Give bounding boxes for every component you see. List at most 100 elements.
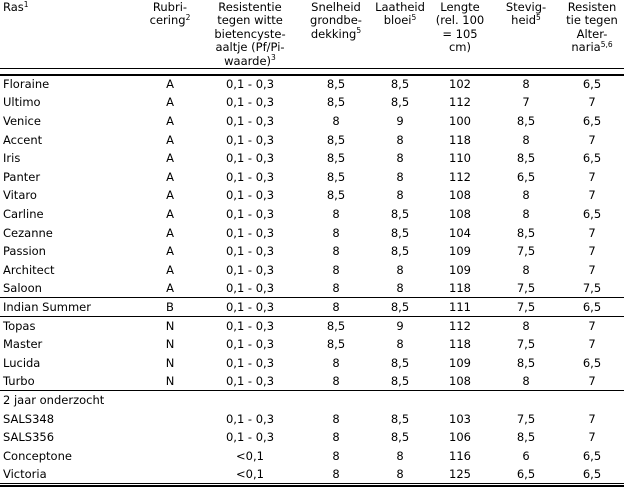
cell-stevigheid: 7,5 — [516, 244, 536, 259]
cell-stevigheid: 8,5 — [516, 114, 536, 129]
cell-stevigheid: 8 — [522, 188, 530, 203]
cell-stevigheid: 8,5 — [516, 225, 536, 240]
cell-snelheid-grondbedekking: 8 — [300, 372, 372, 392]
cell-laatheid-bloei: 8 — [396, 262, 404, 277]
cell-snelheid-grondbedekking: 8 — [332, 262, 340, 277]
footnote-ref-resistentie-witte-bietencysteaaltje: 3 — [271, 53, 276, 63]
cell-resistentie-witte-bietencysteaaltje: 0,1 - 0,3 — [225, 411, 275, 426]
cell-ras: Saloon — [0, 279, 140, 299]
cell-resistentie-witte-bietencysteaaltje: 0,1 - 0,3 — [225, 244, 275, 259]
column-header-snelheid-grondbedekking: Snelheid grondbe-dekking5 — [310, 0, 362, 41]
cell-snelheid-grondbedekking: 8 — [332, 355, 340, 370]
column-header-lengte: Lengte (rel. 100 = 105 cm) — [435, 0, 485, 55]
cell-snelheid-grondbedekking: 8,5 — [326, 318, 346, 333]
table-body: Floraine A 0,1 - 0,3 8,5 8,5 102 8 6,5 Ultimo A 0,… — [0, 68, 624, 487]
footnote-ref-ras: 1 — [23, 0, 29, 9]
cell-resistentie-alternaria: 7 — [560, 372, 624, 392]
cell-snelheid-grondbedekking: 8 — [332, 448, 340, 463]
cell-ras: SALS356 — [3, 430, 55, 445]
cell-ras: Panter — [3, 169, 41, 184]
cell-snelheid-grondbedekking: 8,5 — [326, 188, 346, 203]
cell-resistentie-alternaria: 6,5 — [582, 448, 602, 463]
cell-rubricering — [140, 428, 200, 447]
cell-snelheid-grondbedekking: 8,5 — [326, 337, 346, 352]
cell-ras: Master — [3, 337, 43, 352]
cell-rubricering: A — [166, 151, 174, 166]
column-header-rubricering: Rubri-cering2 — [149, 0, 191, 28]
cell-resistentie-alternaria: 7 — [588, 337, 596, 352]
cell-laatheid-bloei: 9 — [396, 114, 404, 129]
cell-lengte: 100 — [449, 114, 471, 129]
cell-ras: Conceptone — [3, 448, 72, 463]
cell-laatheid-bloei: 8,5 — [372, 372, 428, 392]
table-row-conceptone: Conceptone <0,1 8 8 116 6 6,5 — [0, 446, 624, 465]
cell-snelheid-grondbedekking: 8,5 — [326, 132, 346, 147]
table-row-sals356: SALS356 0,1 - 0,3 8 8,5 106 8,5 7 — [0, 428, 624, 447]
cell-resistentie-witte-bietencysteaaltje: <0,1 — [236, 448, 264, 463]
cell-ras: Venice — [3, 114, 41, 129]
table-row-floraine: Floraine A 0,1 - 0,3 8,5 8,5 102 8 6,5 — [0, 75, 624, 94]
cell-lengte: 125 — [449, 467, 471, 482]
cell-resistentie-witte-bietencysteaaltje: 0,1 - 0,3 — [200, 297, 300, 317]
cell-resistentie-witte-bietencysteaaltje: 0,1 - 0,3 — [200, 279, 300, 299]
cell-laatheid-bloei: 8 — [396, 467, 404, 482]
cell-rubricering: A — [166, 77, 174, 92]
cell-laatheid-bloei: 8 — [396, 188, 404, 203]
cell-lengte: 104 — [449, 225, 471, 240]
table-row-master: Master N 0,1 - 0,3 8,5 8 118 7,5 7 — [0, 335, 624, 354]
cell-lengte: 108 — [428, 372, 492, 392]
cell-rubricering: A — [140, 279, 200, 299]
cell-resistentie-witte-bietencysteaaltje: 0,1 - 0,3 — [225, 262, 275, 277]
cell-resistentie-witte-bietencysteaaltje: 0,1 - 0,3 — [225, 169, 275, 184]
table-row-topas: Topas N 0,1 - 0,3 8,5 9 112 8 7 — [0, 316, 624, 335]
cell-ras: Topas — [3, 318, 36, 333]
cell-resistentie-alternaria: 7 — [588, 318, 596, 333]
column-header-stevigheid: Stevig-heid5 — [505, 0, 547, 28]
table-row-lucida: Lucida N 0,1 - 0,3 8 8,5 109 8,5 6,5 — [0, 353, 624, 372]
cell-stevigheid: 7,5 — [516, 337, 536, 352]
cell-lengte: 111 — [428, 297, 492, 317]
cell-laatheid-bloei: 8 — [396, 169, 404, 184]
cell-ras: Passion — [3, 244, 46, 259]
column-header-resistentie-alternaria: Resisten tie tegen Alter-naria5,6 — [566, 0, 618, 55]
cell-rubricering: A — [166, 169, 174, 184]
cell-resistentie-alternaria: 6,5 — [582, 206, 602, 221]
cell-stevigheid: 8,5 — [516, 355, 536, 370]
cell-resistentie-witte-bietencysteaaltje: 0,1 - 0,3 — [225, 114, 275, 129]
cell-stevigheid: 7,5 — [492, 279, 560, 299]
cell-rubricering — [140, 409, 200, 428]
cell-lengte: 110 — [449, 151, 471, 166]
cell-snelheid-grondbedekking: 8 — [300, 297, 372, 317]
table-row-saloon: Saloon A 0,1 - 0,3 8 8 118 7,5 7,5 — [0, 279, 624, 299]
cell-resistentie-witte-bietencysteaaltje: 0,1 - 0,3 — [225, 132, 275, 147]
cell-stevigheid: 8 — [522, 206, 530, 221]
cell-lengte: 112 — [449, 169, 471, 184]
cell-resistentie-witte-bietencysteaaltje: 0,1 - 0,3 — [225, 430, 275, 445]
cell-lengte: 102 — [449, 77, 471, 92]
cell-resistentie-alternaria: 6,5 — [582, 467, 602, 482]
cell-laatheid-bloei: 8,5 — [372, 297, 428, 317]
column-header-resistentie-witte-bietencysteaaltje: Resistentie tegen witte bietencyste-aaltje… — [214, 0, 286, 68]
cell-ras: SALS348 — [3, 411, 55, 426]
cell-stevigheid: 7,5 — [492, 297, 560, 317]
cell-stevigheid: 8 — [522, 318, 530, 333]
cell-snelheid-grondbedekking: 8 — [332, 244, 340, 259]
table-row-cezanne: Cezanne A 0,1 - 0,3 8 8,5 104 8,5 7 — [0, 223, 624, 242]
cell-laatheid-bloei: 8,5 — [390, 225, 410, 240]
cell-rubricering — [140, 465, 200, 484]
cell-laatheid-bloei: 8,5 — [390, 430, 410, 445]
table-header: Ras1 Rubri-cering2 Resistentie tegen witte b… — [0, 0, 624, 69]
cell-ras: Floraine — [3, 77, 50, 92]
cell-resistentie-alternaria: 7 — [588, 262, 596, 277]
cell-resistentie-alternaria: 6,5 — [582, 114, 602, 129]
table-row-vitaro: Vitaro A 0,1 - 0,3 8,5 8 108 8 7 — [0, 186, 624, 205]
cell-ras: Indian Summer — [0, 297, 140, 317]
table-row-venice: Venice A 0,1 - 0,3 8 9 100 8,5 6,5 — [0, 112, 624, 131]
cell-laatheid-bloei: 8 — [396, 448, 404, 463]
table-row-turbo: Turbo N 0,1 - 0,3 8 8,5 108 8 7 — [0, 372, 624, 392]
cell-resistentie-witte-bietencysteaaltje: 0,1 - 0,3 — [225, 151, 275, 166]
section-row: 2 jaar onderzocht — [0, 391, 624, 410]
cell-resistentie-alternaria: 6,5 — [582, 151, 602, 166]
cell-ras: Victoria — [3, 467, 47, 482]
